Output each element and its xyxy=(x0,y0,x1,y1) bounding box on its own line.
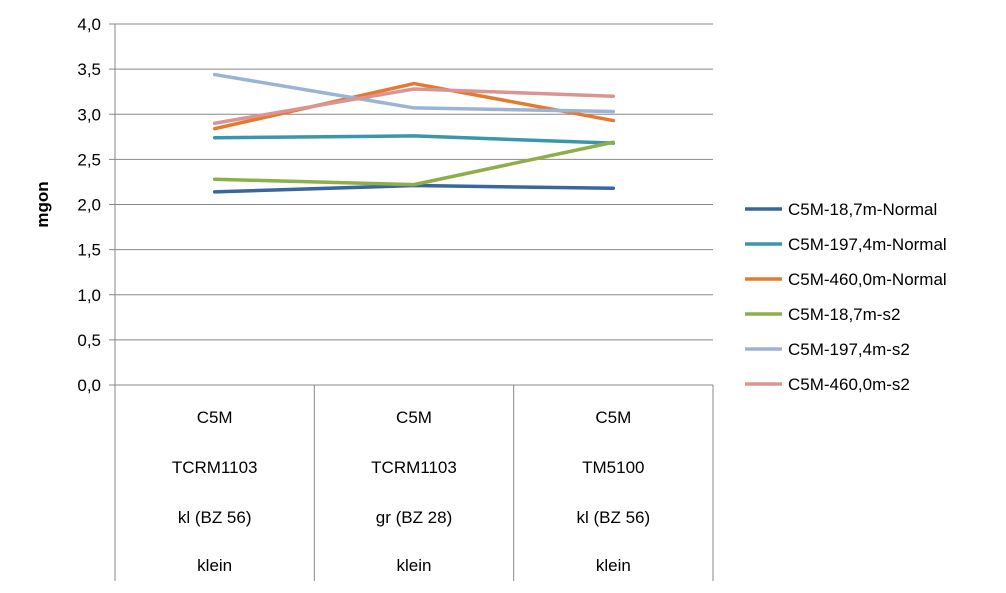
category-label: klein xyxy=(596,556,631,575)
y-tick-label: 0,5 xyxy=(77,331,101,350)
y-tick-label: 4,0 xyxy=(77,15,101,34)
series-lines xyxy=(212,72,616,194)
legend: C5M-18,7m-Normal C5M-197,4m-Normal C5M-460… xyxy=(745,200,947,394)
y-axis-ticks: 0,0 0,5 1,0 1,5 2,0 2,5 3,0 3,5 4,0 xyxy=(77,15,101,395)
series-line xyxy=(212,81,616,131)
y-tick-label: 0,0 xyxy=(77,376,101,395)
y-axis-label: mgon xyxy=(33,181,52,227)
legend-label: C5M-197,4m-Normal xyxy=(788,235,947,254)
category-label: C5M xyxy=(396,408,432,427)
legend-label: C5M-18,7m-s2 xyxy=(788,305,900,324)
y-tick-label: 3,0 xyxy=(77,105,101,124)
legend-label: C5M-197,4m-s2 xyxy=(788,340,910,359)
y-tick-label: 3,5 xyxy=(77,60,101,79)
category-label: klein xyxy=(197,556,232,575)
category-label: kl (BZ 56) xyxy=(178,508,252,527)
category-label: TCRM1103 xyxy=(172,458,258,477)
series-line xyxy=(212,87,616,126)
category-label: gr (BZ 28) xyxy=(376,508,453,527)
series-line xyxy=(212,140,616,187)
y-tick-label: 1,5 xyxy=(77,241,101,260)
category-label: C5M xyxy=(595,408,631,427)
y-tick-label: 1,0 xyxy=(77,286,101,305)
series-line xyxy=(212,72,616,114)
legend-label: C5M-460,0m-Normal xyxy=(788,270,947,289)
y-tick-label: 2,5 xyxy=(77,150,101,169)
y-tick-label: 2,0 xyxy=(77,196,101,215)
series-line xyxy=(212,183,616,194)
gridlines xyxy=(109,23,713,581)
category-table: C5M TCRM1103 kl (BZ 56) klein C5M TCRM1103 gr … xyxy=(114,385,714,581)
legend-label: C5M-460,0m-s2 xyxy=(788,375,910,394)
category-label: TCRM1103 xyxy=(371,458,457,477)
category-label: TM5100 xyxy=(582,458,644,477)
category-label: kl (BZ 56) xyxy=(576,508,650,527)
legend-label: C5M-18,7m-Normal xyxy=(788,200,937,219)
series-line xyxy=(212,134,616,145)
category-label: C5M xyxy=(197,408,233,427)
category-label: klein xyxy=(397,556,432,575)
